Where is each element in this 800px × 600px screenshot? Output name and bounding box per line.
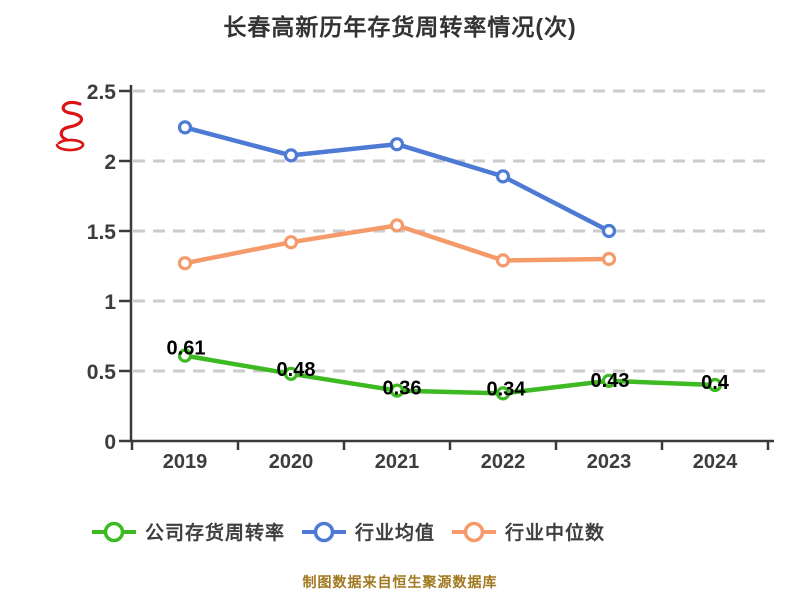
data-point (495, 253, 511, 268)
data-point (177, 348, 193, 363)
legend-item-industry-average[interactable]: 行业均值 (302, 518, 435, 545)
x-tick-label: 2022 (481, 451, 526, 473)
legend-item-industry-median[interactable]: 行业中位数 (452, 518, 605, 545)
x-tick-label: 2023 (587, 451, 632, 473)
data-point (601, 223, 617, 239)
y-tick-label: 2.5 (87, 81, 117, 104)
legend-label: 行业均值 (355, 523, 436, 544)
data-point (283, 235, 299, 250)
y-tick-label: 1 (104, 291, 116, 314)
data-point (177, 256, 193, 271)
red-script-logo-icon (55, 100, 85, 152)
data-point-label: 0.48 (277, 359, 316, 381)
data-point (495, 386, 511, 401)
chart-title: 长春高新历年存货周转率情况(次) (223, 14, 577, 40)
data-point-label: 0.43 (591, 370, 630, 392)
x-tick-label: 2024 (693, 451, 738, 473)
legend-line-marker-icon (452, 521, 497, 542)
data-point (495, 169, 511, 184)
series-line (182, 353, 718, 396)
data-point (389, 218, 405, 233)
data-point (601, 251, 617, 267)
legend-label: 公司存货周转率 (145, 523, 286, 544)
legend-line-marker-icon (92, 521, 136, 542)
legend-item-company-turnover[interactable]: 公司存货周转率 (92, 518, 285, 545)
data-point-label: 0.36 (383, 378, 422, 400)
data-point-label: 0.61 (167, 338, 206, 360)
data-point (177, 120, 193, 135)
data-point-label: 0.34 (487, 378, 527, 400)
y-tick-label: 1.5 (87, 221, 117, 244)
chart-legend: 公司存货周转率 行业均值 行业中位数 (92, 518, 605, 545)
data-point (389, 383, 405, 398)
y-tick-label: 2 (104, 151, 116, 174)
y-tick-label: 0.5 (87, 361, 117, 384)
data-point (283, 366, 299, 381)
data-point (283, 148, 299, 163)
data-point (389, 137, 405, 152)
data-point (707, 377, 723, 393)
data-point (601, 373, 617, 388)
y-tick-label: 0 (104, 431, 116, 454)
x-tick-label: 2019 (163, 451, 208, 473)
legend-line-marker-icon (302, 521, 347, 542)
legend-label: 行业中位数 (505, 523, 606, 544)
x-tick-label: 2021 (375, 451, 420, 473)
data-point-label: 0.4 (701, 372, 730, 394)
data-source-note: 制图数据来自恒生聚源数据库 (302, 574, 498, 590)
x-tick-label: 2020 (269, 451, 314, 473)
